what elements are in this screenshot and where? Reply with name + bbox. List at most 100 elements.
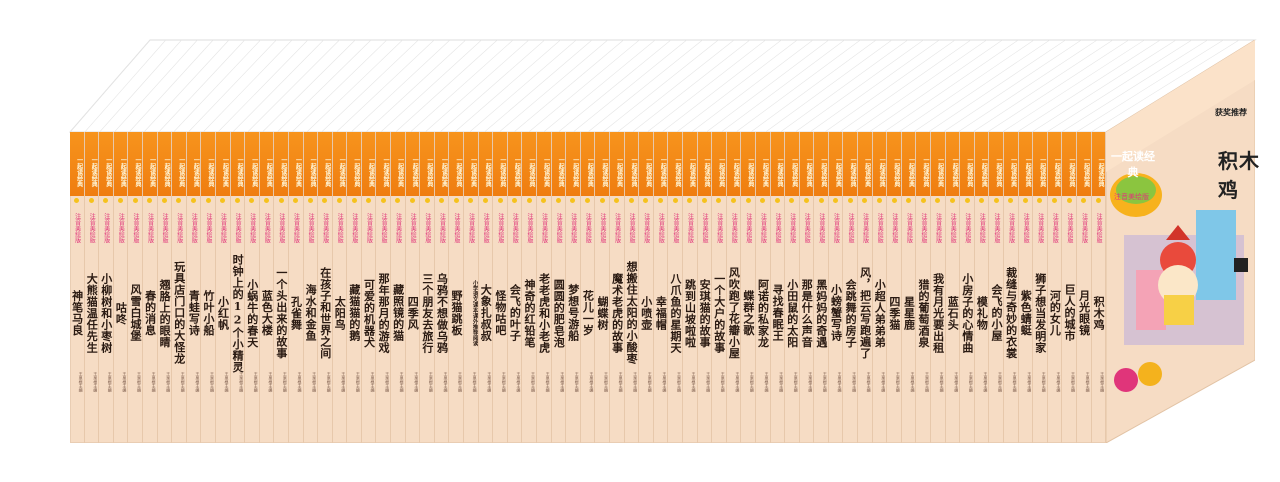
spine-author: 王泉根主编 [414,372,420,392]
spine-band: 一起读经典 [916,132,931,196]
page-edge-line [99,39,182,133]
book-spine: 一起读经典 注音美绘版 会跳舞的房子 王泉根主编 [843,132,859,443]
spine-title: 积木鸡 [1092,295,1106,331]
spine-band: 一起读经典 [172,132,186,196]
page-edge-line [188,39,277,133]
spine-title: 蓝色大楼 [260,290,274,336]
book-spine: 一起读经典 注音美绘版 小超人弟弟弟 王泉根主编 [872,132,888,443]
spine-series-logo: 一起读经典 [338,157,346,187]
spine-band: 一起读经典 [347,132,361,196]
spine-title: 神笔马良 [70,290,84,336]
spine-dot-icon [1037,198,1043,203]
spine-band: 一起读经典 [274,132,288,196]
spine-title: 月光眼镜 [1077,290,1091,336]
page-edge-line [350,39,451,133]
spine-title: 神奇的红铅笔 [523,278,536,348]
spine-band: 一起读经典 [668,132,682,196]
page-edge-line [676,39,798,133]
cover-edition-text: 注音美绘版 [1114,193,1149,201]
spine-edition: 注音美绘版 [1036,213,1044,243]
spine-title: 那年那月的游戏 [377,272,391,354]
book-spine: 一起读经典 注音美绘版 小蜗牛的春天 王泉根主编 [245,132,260,443]
spine-title: 大熊猫温任先生 [85,272,99,354]
spine-series-logo: 一起读经典 [104,157,112,187]
page-edge-line [780,39,908,133]
spine-band: 一起读经典 [84,132,99,196]
spine-series-logo: 一起读经典 [498,157,506,187]
spine-dot-icon [643,198,649,203]
page-edge-line [869,39,1003,133]
spine-dot-icon [293,198,299,203]
spine-author: 王泉根主编 [458,372,464,392]
spine-author: 王泉根主编 [180,372,186,392]
spine-edition: 注音美绘版 [861,213,869,243]
spine-author: 王泉根主编 [1027,372,1033,392]
spine-dot-icon [322,198,328,203]
spine-title: 猎的葡萄酒泉 [917,278,931,348]
page-edge-line [750,39,877,133]
page-edge-line [1017,39,1161,133]
spine-band: 一起读经典 [391,132,405,196]
spine-dot-icon [118,198,124,203]
spine-edition: 注音美绘版 [102,213,110,243]
page-edge-line [128,39,214,133]
spine-dot-icon [555,198,561,203]
spine-series-logo: 一起读经典 [396,157,404,187]
spine-title: 竹叶小船 [201,290,215,336]
spine-title: 青蛙写诗 [187,290,201,336]
spine-dot-icon [658,198,664,203]
spine-series-logo: 一起读经典 [133,157,141,187]
spine-band: 一起读经典 [288,132,303,196]
spine-band: 一起读经典 [814,132,828,196]
page-edge-line [1046,39,1193,133]
book-spine: 一起读经典 注音美绘版 一个大户的故事 王泉根主编 [712,132,727,443]
spine-dot-icon [774,198,780,203]
spine-title: 咕咚 [114,301,128,325]
page-edge-line [425,39,530,133]
spine-dot-icon [147,198,153,203]
spine-title: 幸福帽 [654,295,668,331]
spine-title: 会飞的小屋 [990,284,1003,342]
spine-title: 会飞的叶子 [508,284,522,342]
spine-title: 野猫跳板 [450,290,464,336]
page-edge-line [1061,39,1208,133]
spine-author: 王泉根主编 [779,372,785,392]
spine-author: 王泉根主编 [93,372,99,392]
page-edge-line [706,39,829,133]
spine-author: 王泉根主编 [764,372,770,392]
spine-author: 王泉根主编 [1070,372,1076,392]
book-spine: 一起读经典 注音美绘版 蓝石头 王泉根主编 [945,132,961,443]
book-spine: 一起读经典 注音美绘版 乌鸦不想做乌鸦 王泉根主编 [434,132,450,443]
spine-edition: 注音美绘版 [438,213,446,243]
spine-edition: 注音美绘版 [277,213,285,243]
spine-title: 可爱的机器犬 [362,278,376,348]
spine-series-logo: 一起读经典 [119,157,127,187]
spine-band: 一起读经典 [858,132,872,196]
spine-author: 王泉根主编 [297,372,303,392]
book-spine: 一起读经典 注音美绘版 大熊猫温任先生 王泉根主编 [84,132,100,443]
spine-series-logo: 一起读经典 [528,157,535,187]
spine-series-logo: 一起读经典 [907,157,915,187]
book-spine: 一起读经典 注音美绘版 竹叶小船 王泉根主编 [201,132,216,443]
spine-dot-icon [409,198,415,203]
spine-edition: 注音美绘版 [131,213,139,243]
page-edge-line [469,39,577,133]
spine-author: 王泉根主编 [516,372,522,392]
spine-author: 王泉根主编 [326,372,332,392]
spine-edition: 注音美绘版 [876,213,884,243]
spine-author: 王泉根主编 [895,372,901,392]
spine-band: 一起读经典 [537,132,551,196]
spine-title: 时钟上的12个小精灵 [231,253,245,373]
book-spine: 一起读经典 注音美绘版 孔雀舞 王泉根主编 [288,132,304,443]
spine-author: 王泉根主编 [1085,372,1091,392]
spine-series-logo: 一起读经典 [148,157,156,187]
spine-series-logo: 一起读经典 [1082,157,1090,187]
page-edge-line [943,39,1082,133]
spine-band: 一起读经典 [522,132,536,196]
spine-author: 王泉根主编 [209,372,215,392]
spine-edition: 注音美绘版 [686,213,694,243]
spine-band: 一起读经典 [974,132,989,196]
book-spine: 一起读经典 注音美绘版 那年那月的游戏 王泉根主编 [376,132,392,443]
spine-edition: 注音美绘版 [803,213,811,243]
book-spine: 一起读经典 注音美绘版 藏照镜的猫 王泉根主编 [391,132,406,443]
